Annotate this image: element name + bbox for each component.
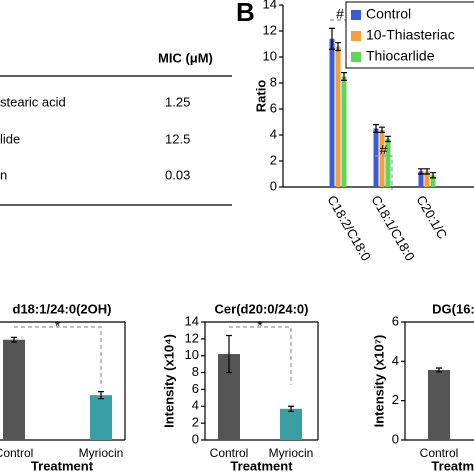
y-tick-label: 10: [263, 48, 277, 63]
legend-box: [345, 1, 474, 69]
bar: [3, 339, 25, 440]
x-tick-label: Control: [0, 446, 33, 460]
bar: [335, 46, 341, 187]
y-tick-label: 8: [270, 74, 277, 89]
bar: [379, 129, 385, 187]
table-cell: stearic acid: [0, 94, 66, 109]
bar: [329, 38, 335, 187]
legend-label: Control: [366, 6, 411, 22]
x-tick-label: Control: [210, 446, 249, 460]
bar: [430, 175, 436, 187]
bar: [428, 369, 450, 440]
error-bar: [436, 367, 442, 373]
error-bar: [288, 405, 294, 412]
y-tick-label: 2: [192, 415, 199, 430]
y-tick-label: 8: [192, 364, 199, 379]
bar: [90, 395, 112, 440]
x-axis-label: Treatment: [31, 458, 94, 473]
annotation: *: [257, 318, 263, 334]
y-axis-label: Intensity (x10⁴): [161, 334, 176, 428]
table-cell: n: [0, 167, 7, 182]
y-tick-label: 6: [392, 313, 399, 328]
chart-title: Cer(d20:0/24:0): [215, 301, 309, 316]
x-tick-label: Myriocin: [269, 446, 314, 460]
legend-swatch: [351, 52, 361, 62]
y-tick-label: 2: [392, 392, 399, 407]
legend-swatch: [351, 31, 361, 41]
annotation: #: [336, 6, 344, 22]
y-tick-label: 4: [192, 398, 199, 413]
error-bar: [335, 42, 341, 52]
y-tick-label: 0: [192, 431, 199, 446]
significance-bracket: [229, 326, 292, 385]
x-axis-label: Treatment: [431, 458, 474, 473]
bar: [341, 76, 347, 187]
x-axis-label: Treatment: [230, 458, 293, 473]
y-tick-label: 0: [392, 431, 399, 446]
error-bar: [379, 126, 385, 133]
x-tick-label: Control: [420, 446, 459, 460]
error-bar: [430, 172, 436, 179]
y-tick-label: 14: [185, 313, 199, 328]
error-bar: [226, 334, 232, 374]
legend-swatch: [351, 10, 361, 20]
annotation: *: [55, 318, 61, 334]
bar: [218, 354, 240, 440]
bar: [280, 408, 302, 440]
error-bar: [11, 336, 17, 343]
table-cell: 12.5: [165, 131, 190, 146]
x-tick-label: C18:1/C18:0: [368, 193, 417, 264]
y-tick-label: 2: [270, 152, 277, 167]
bar: [424, 171, 430, 187]
bar: [418, 171, 424, 187]
bar: [373, 128, 379, 187]
bar: [385, 138, 391, 187]
chart-title: DG(16:0/1: [432, 301, 474, 316]
annotation: #: [380, 142, 388, 158]
chart-title: d18:1/24:0(2OH): [13, 301, 112, 316]
y-tick-label: 4: [392, 353, 399, 368]
error-bar: [424, 168, 430, 175]
x-tick-label: Myriocin: [79, 446, 124, 460]
error-bar: [418, 168, 424, 175]
error-bar: [341, 72, 347, 81]
table-cell: 0.03: [165, 167, 190, 182]
y-tick-label: 12: [185, 330, 199, 345]
significance-bracket: [375, 155, 393, 190]
x-tick-label: C18:2/C18:0: [324, 193, 373, 264]
error-bar: [329, 27, 335, 50]
x-tick-label: C20:1/C: [413, 193, 450, 242]
y-tick-label: 12: [263, 22, 277, 37]
legend-label: Thiocarlide: [366, 48, 435, 64]
error-bar: [373, 124, 379, 133]
y-tick-label: 0: [270, 178, 277, 193]
y-tick-label: 6: [192, 381, 199, 396]
table-cell: lide: [0, 131, 20, 146]
table-header: MIC (μM): [158, 50, 213, 65]
table-cell: 1.25: [165, 94, 190, 109]
y-tick-label: 4: [270, 126, 277, 141]
y-tick-label: 10: [185, 347, 199, 362]
y-axis-label: Intensity (x10⁷): [371, 335, 386, 428]
y-tick-label: 6: [270, 100, 277, 115]
y-axis-label: Ratio: [253, 80, 268, 113]
error-bar: [385, 135, 391, 143]
y-tick-label: 14: [263, 0, 277, 11]
significance-bracket: [14, 326, 102, 385]
panel-label: B: [236, 0, 255, 27]
error-bar: [98, 391, 104, 400]
legend-label: 10-Thiasteriac: [366, 27, 455, 43]
